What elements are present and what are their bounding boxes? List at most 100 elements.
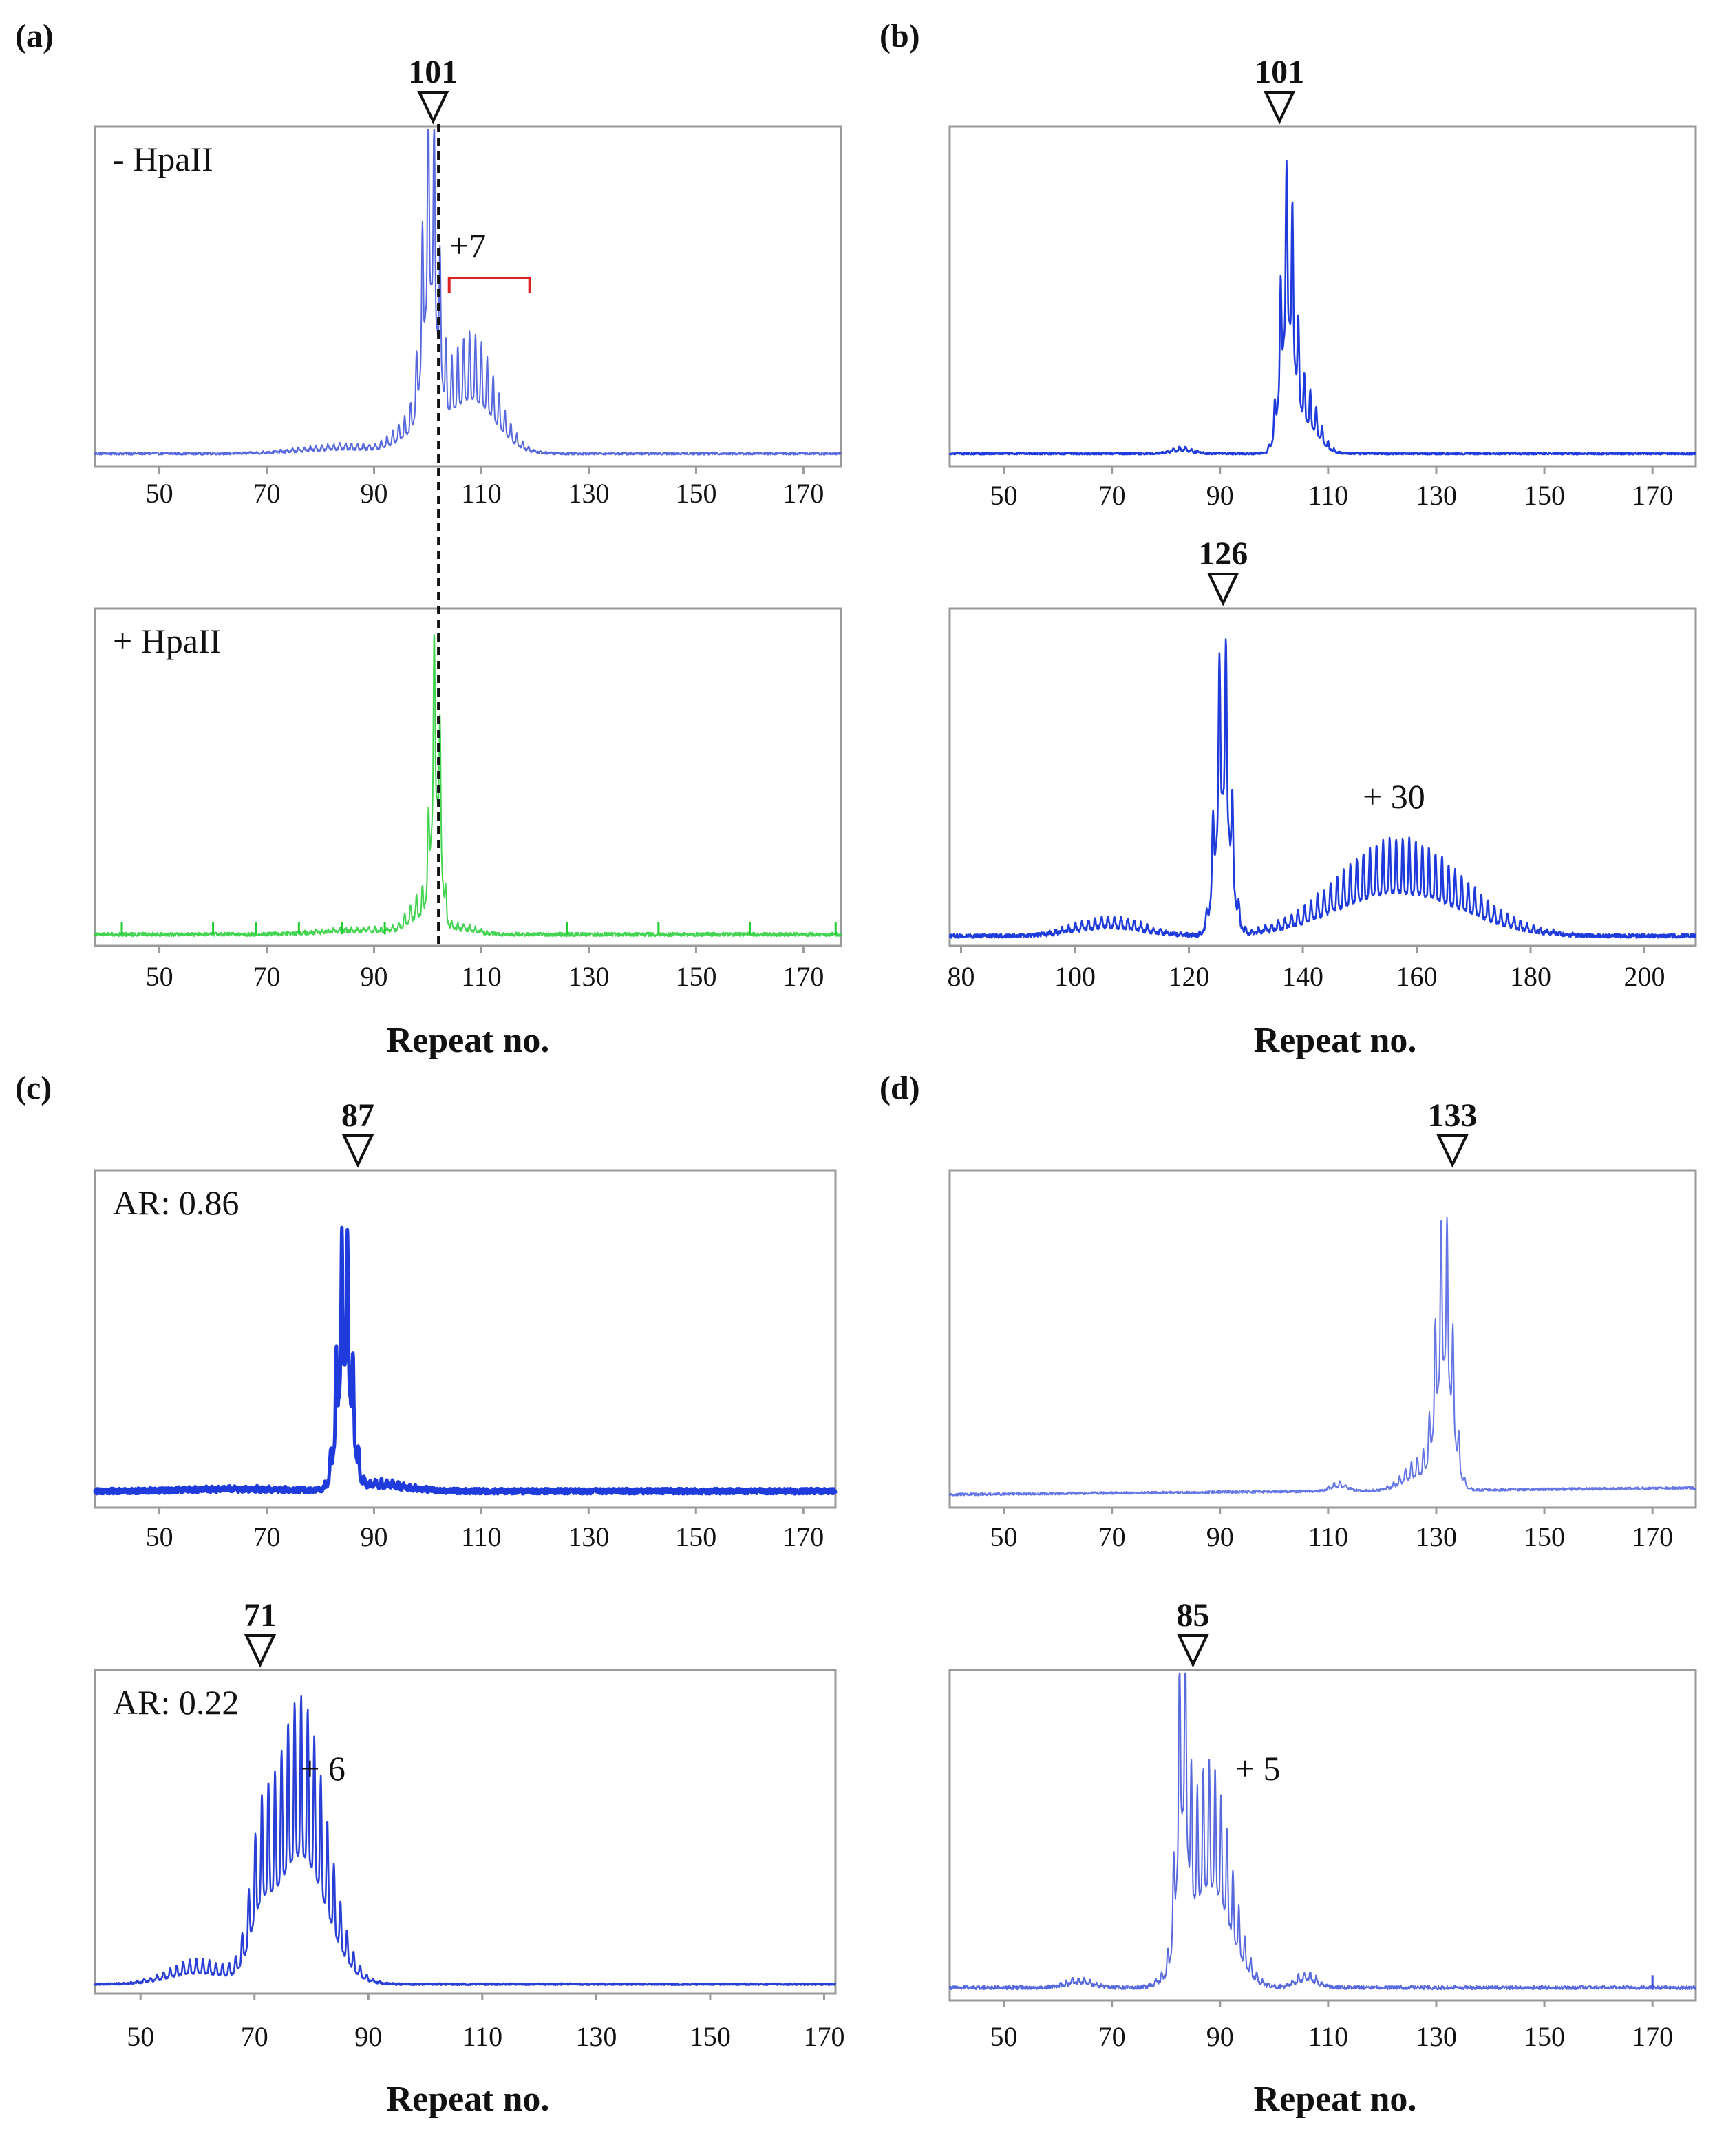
chart-a-no-hpaii: 50 70 90 110 130 150 170 - HpaII 101 +7 (94, 54, 842, 509)
trace-line (93, 1225, 838, 1496)
tick-label: 170 (782, 961, 824, 992)
allele-marker-value: 85 (1176, 1597, 1209, 1634)
allele-marker-triangle (244, 1634, 277, 1668)
tick-label: 90 (1206, 1521, 1234, 1552)
tick-label: 50 (127, 2021, 154, 2052)
x-axis-title-a: Repeat no. (387, 1021, 550, 1060)
expansion-annotation: + 5 (1235, 1749, 1281, 1788)
expansion-annotation: + 30 (1363, 777, 1425, 816)
panel-letter-c: (c) (15, 1070, 52, 1106)
expansion-bracket (447, 277, 531, 293)
tick-label: 150 (675, 1521, 716, 1552)
chart-c-top: 50 70 90 110 130 150 170 AR: 0.86 87 (93, 1097, 838, 1552)
chart-d-top: 50 70 90 110 130 150 170 133 (948, 1097, 1697, 1552)
x-axis-title-d: Repeat no. (1254, 2080, 1417, 2119)
tick-label: 70 (241, 2021, 268, 2052)
x-axis-title-c: Repeat no. (387, 2080, 550, 2119)
tick-label: 90 (360, 1521, 387, 1552)
chart-c-bottom: 50 70 90 110 130 150 170 AR: 0.22 71 + 6 (94, 1597, 844, 2052)
tick-label: 120 (1169, 961, 1210, 992)
tick-label: 140 (1282, 961, 1323, 992)
plot-frame (94, 607, 842, 947)
panel-letter-d: (d) (880, 1070, 920, 1106)
tick-label: 150 (1524, 480, 1565, 511)
allele-marker-value: 133 (1428, 1097, 1478, 1134)
tick-label: 90 (361, 961, 388, 992)
allele-marker-value: 71 (244, 1597, 277, 1634)
trace-line (94, 129, 842, 456)
allele-marker-value: 126 (1198, 536, 1248, 572)
tick-label: 180 (1510, 961, 1551, 992)
allele-marker-triangle (417, 91, 449, 125)
tick-label: 130 (1416, 480, 1457, 511)
allele-marker-triangle (1263, 91, 1296, 125)
tick-label: 150 (1524, 1521, 1565, 1552)
tick-label: 80 (948, 961, 975, 992)
tick-label: 130 (568, 1521, 609, 1552)
tick-label: 110 (1308, 1521, 1349, 1552)
trace-label: + HpaII (113, 622, 221, 660)
tick-label: 130 (568, 478, 609, 509)
plot-frame (948, 1669, 1697, 2002)
tick-label: 130 (575, 2021, 617, 2052)
tick-label: 170 (782, 478, 824, 509)
tick-label: 90 (354, 2021, 382, 2052)
tick-label: 90 (1206, 480, 1234, 511)
tick-label: 90 (361, 478, 388, 509)
allele-marker-triangle (341, 1134, 374, 1168)
tick-label: 150 (690, 2021, 731, 2052)
tick-label: 110 (1308, 2021, 1349, 2052)
tick-label: 50 (146, 478, 173, 509)
tick-label: 170 (1632, 480, 1673, 511)
tick-label: 110 (461, 1521, 502, 1552)
tick-label: 150 (675, 478, 716, 509)
tick-label: 200 (1624, 961, 1665, 992)
tick-label: 130 (568, 961, 609, 992)
tick-label: 50 (146, 1521, 173, 1552)
trace-line (94, 634, 842, 938)
allele-marker-triangle (1436, 1134, 1469, 1168)
tick-label: 50 (990, 480, 1018, 511)
allele-marker-value: 101 (1255, 54, 1304, 90)
trace-line (949, 1216, 1696, 1497)
tick-label: 70 (253, 478, 281, 509)
chart-a-with-hpaii: 50 70 90 110 130 150 170 + HpaII (94, 607, 842, 992)
trace-line (94, 1695, 837, 1986)
chart-d-bottom: 50 70 90 110 130 150 170 85 + 5 (948, 1597, 1697, 2052)
tick-label: 150 (1524, 2021, 1565, 2052)
allele-marker-value: 101 (408, 54, 458, 90)
x-axis-title-b: Repeat no. (1254, 1021, 1417, 1060)
allele-marker-triangle (1177, 1634, 1209, 1668)
tick-label: 130 (1416, 1521, 1457, 1552)
trace-label: AR: 0.86 (113, 1183, 239, 1222)
plot-frame (94, 125, 842, 468)
allele-marker-value: 87 (341, 1097, 374, 1134)
tick-label: 70 (253, 1521, 281, 1552)
tick-label: 170 (1632, 2021, 1673, 2052)
panel-letter-b: (b) (880, 18, 920, 54)
tick-label: 150 (675, 961, 716, 992)
tick-label: 50 (990, 2021, 1018, 2052)
tick-label: 50 (990, 1521, 1018, 1552)
plot-frame (948, 1169, 1697, 1509)
tick-label: 170 (803, 2021, 844, 2052)
expansion-annotation: + 6 (300, 1749, 345, 1788)
allele-marker-triangle (1207, 573, 1239, 606)
tick-label: 70 (1098, 480, 1126, 511)
trace-label: AR: 0.22 (113, 1683, 239, 1722)
chart-b-top: 50 70 90 110 130 150 170 101 (948, 54, 1697, 511)
tick-label: 70 (1098, 2021, 1126, 2052)
tick-label: 50 (146, 961, 173, 992)
tick-label: 110 (461, 478, 502, 509)
plot-frame (948, 125, 1697, 468)
tick-label: 110 (1308, 480, 1349, 511)
expansion-annotation: +7 (449, 226, 486, 265)
tick-label: 170 (1632, 1521, 1673, 1552)
trace-label: - HpaII (113, 140, 213, 178)
plot-frame (948, 607, 1697, 947)
panel-letter-a: (a) (15, 18, 54, 54)
tick-label: 110 (462, 2021, 503, 2052)
trace-line (949, 1672, 1696, 1991)
trace-line (948, 160, 1696, 456)
